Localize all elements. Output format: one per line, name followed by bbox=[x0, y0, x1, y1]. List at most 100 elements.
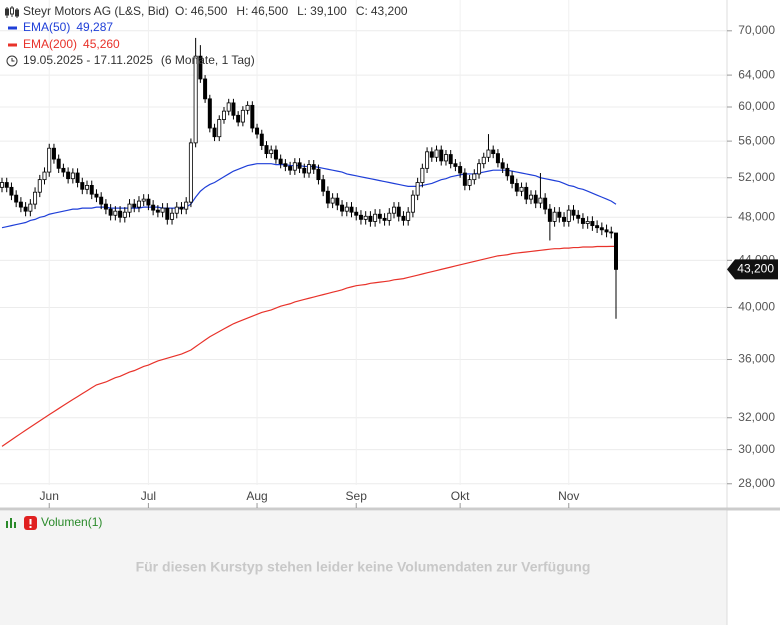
x-tick-label: Jul bbox=[141, 489, 156, 503]
candle-body bbox=[538, 197, 543, 204]
candle-body bbox=[354, 211, 359, 216]
candle-body bbox=[311, 164, 316, 170]
candle-body bbox=[519, 186, 524, 192]
instrument-title: Steyr Motors AG (L&S, Bid) bbox=[23, 4, 169, 18]
candle-body bbox=[595, 225, 600, 229]
candle-body bbox=[453, 163, 458, 167]
candle-body bbox=[396, 206, 401, 217]
candle-body bbox=[486, 149, 491, 158]
legend-name: EMA(200) bbox=[23, 37, 77, 51]
axis: 28,00030,00032,00036,00040,00044,00048,0… bbox=[40, 23, 778, 508]
candle-body bbox=[165, 207, 170, 220]
candle-body bbox=[250, 104, 255, 129]
candle-body bbox=[47, 147, 52, 173]
candle-body bbox=[448, 154, 453, 165]
candle-body bbox=[94, 193, 99, 198]
ohlc-key: L: bbox=[297, 4, 307, 18]
candle-body bbox=[604, 229, 609, 233]
legend-entry: EMA(50) 49,287 bbox=[23, 20, 113, 34]
volume-header: Volumen(1) bbox=[6, 515, 102, 530]
ohlc-value: 43,200 bbox=[371, 4, 408, 18]
candle-body bbox=[614, 232, 619, 270]
volume-title: Volumen(1) bbox=[41, 515, 102, 529]
candle-body bbox=[217, 119, 222, 138]
y-tick-label: 52,000 bbox=[738, 170, 775, 184]
candle-body bbox=[528, 194, 533, 200]
candle-body bbox=[585, 221, 590, 224]
candle-body bbox=[136, 200, 141, 208]
y-tick-label: 56,000 bbox=[738, 133, 775, 147]
candle-body bbox=[349, 206, 354, 213]
y-tick-label: 60,000 bbox=[738, 99, 775, 113]
candle-body bbox=[127, 203, 132, 213]
candle-body bbox=[373, 213, 378, 222]
candle-body bbox=[557, 211, 562, 218]
candle-body bbox=[179, 206, 184, 210]
header: Steyr Motors AG (L&S, Bid) O: 46,500 H: 46,5… bbox=[5, 4, 408, 67]
candle-body bbox=[37, 179, 42, 193]
candle-body bbox=[85, 185, 90, 190]
y-tick-label: 36,000 bbox=[738, 352, 775, 366]
candle-body bbox=[533, 194, 538, 204]
candle-body bbox=[377, 213, 382, 219]
candle-body bbox=[221, 110, 226, 120]
x-tick-label: Okt bbox=[451, 489, 470, 503]
candle-body bbox=[495, 153, 500, 164]
x-tick-label: Jun bbox=[40, 489, 59, 503]
candle-body bbox=[599, 227, 604, 231]
price-tag bbox=[727, 259, 778, 280]
candle-body bbox=[302, 167, 307, 174]
x-tick-label: Sep bbox=[346, 489, 368, 503]
candle-body bbox=[325, 190, 330, 204]
ohlc-value: 46,500 bbox=[251, 4, 288, 18]
candle-body bbox=[193, 55, 198, 144]
candle-body bbox=[66, 171, 71, 180]
candle-body bbox=[410, 194, 415, 213]
candle-body bbox=[188, 142, 193, 203]
candle-body bbox=[434, 149, 439, 158]
candle-body bbox=[203, 78, 208, 100]
candle-body bbox=[401, 215, 406, 221]
x-tick-label: Nov bbox=[558, 489, 579, 503]
grid bbox=[0, 0, 727, 485]
candle-body bbox=[467, 179, 472, 186]
candle-body bbox=[75, 172, 80, 183]
candle-body bbox=[420, 167, 425, 183]
candle-body bbox=[316, 168, 321, 181]
y-tick-label: 48,000 bbox=[738, 209, 775, 223]
y-tick-label: 32,000 bbox=[738, 410, 775, 424]
ohlc-key: O: bbox=[175, 4, 188, 18]
legend-name: EMA(50) bbox=[23, 20, 70, 34]
ohlc-value: 39,100 bbox=[310, 4, 347, 18]
candle-body bbox=[108, 208, 113, 216]
interval: (6 Monate, 1 Tag) bbox=[161, 53, 255, 67]
candle-body bbox=[477, 163, 482, 175]
period-text: 19.05.2025 - 17.11.2025 (6 Monate, 1 Tag) bbox=[23, 53, 255, 67]
candle-body bbox=[236, 114, 241, 123]
candle-body bbox=[429, 151, 434, 158]
candle-body bbox=[590, 221, 595, 227]
clock-hand bbox=[11, 58, 15, 62]
candle-body bbox=[481, 156, 486, 165]
clock-icon bbox=[6, 55, 18, 67]
ema-lines bbox=[1, 163, 617, 447]
legend-value: 49,287 bbox=[76, 20, 113, 34]
candle-body bbox=[425, 151, 430, 169]
candle-body bbox=[146, 198, 151, 206]
candle-body bbox=[273, 149, 278, 160]
candle-body bbox=[514, 183, 519, 192]
candle-body bbox=[160, 207, 165, 213]
candle-body bbox=[269, 149, 274, 155]
candle-body bbox=[113, 210, 118, 216]
candle-body bbox=[259, 133, 264, 146]
candle-body bbox=[141, 198, 146, 202]
legend-value: 45,260 bbox=[83, 37, 120, 51]
candle-body bbox=[335, 197, 340, 206]
candle-body bbox=[491, 149, 496, 155]
candle-body bbox=[264, 145, 269, 155]
candle-body bbox=[151, 204, 156, 211]
candle-body bbox=[103, 203, 108, 210]
candle-body bbox=[4, 182, 9, 188]
candle-body bbox=[155, 209, 160, 213]
legend-swatch bbox=[8, 43, 17, 47]
